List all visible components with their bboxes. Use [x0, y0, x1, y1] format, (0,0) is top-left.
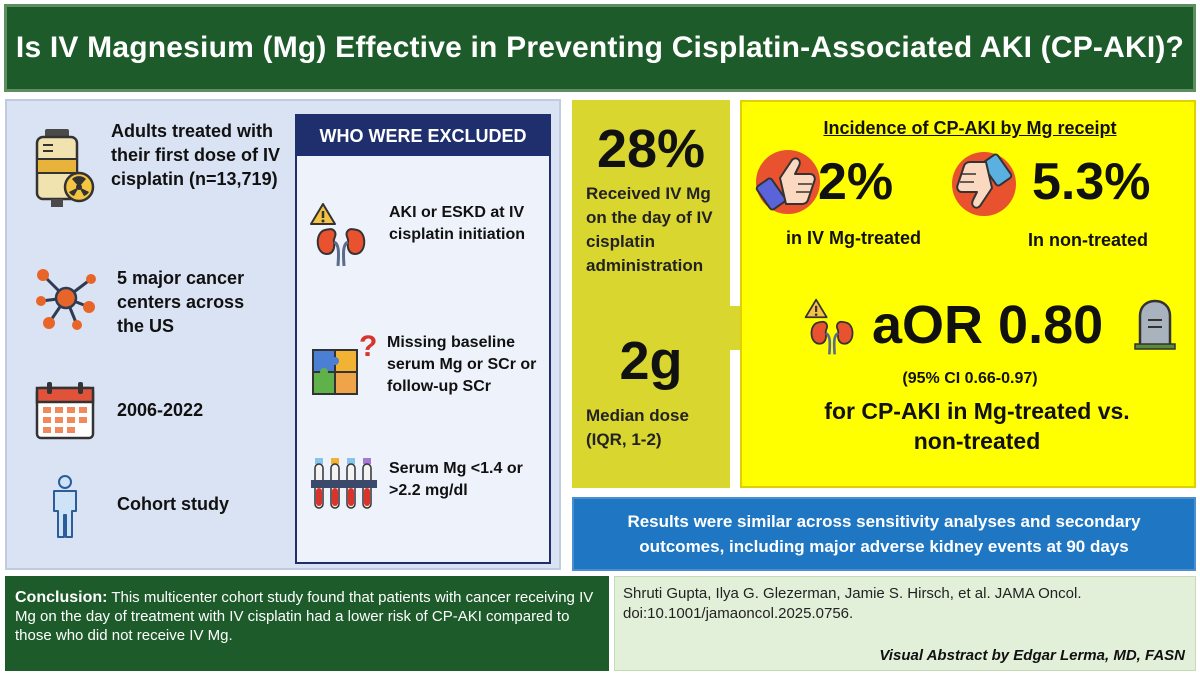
calendar-icon: [35, 382, 95, 440]
untreated-label: In non-treated: [1028, 230, 1148, 250]
kidney-warning-icon: [310, 203, 366, 267]
credit-text: Visual Abstract by Edgar Lerma, MD, FASN: [879, 647, 1185, 664]
received-text: Received IV Mg on the day of IV cisplati…: [586, 184, 713, 275]
title-bar: Is IV Magnesium (Mg) Effective in Preven…: [4, 4, 1196, 92]
confidence-interval: (95% CI 0.66-0.97): [902, 370, 1038, 387]
untreated-value: 5.3%: [1032, 153, 1151, 211]
excluded-item-text: Missing baseline serum Mg or SCr or foll…: [387, 334, 537, 395]
conclusion-box: Conclusion: This multicenter cohort stud…: [5, 576, 609, 671]
median-dose: 2g: [619, 331, 683, 391]
conclusion-label: Conclusion:: [15, 589, 108, 606]
excluded-item-text: Serum Mg <1.4 or >2.2 mg/dl: [389, 460, 523, 499]
kidney-warning-icon: [804, 298, 854, 355]
page-title: Is IV Magnesium (Mg) Effective in Preven…: [15, 31, 1185, 64]
tombstone-icon: [1134, 299, 1176, 350]
mg-receipt-panel: 28% Received IV Mg on the day of IV cisp…: [572, 100, 730, 488]
person-icon: [53, 475, 77, 538]
results-panel: Incidence of CP-AKI by Mg receipt 2% in …: [740, 100, 1196, 488]
svg-text:?: ?: [359, 330, 377, 363]
excluded-box: WHO WERE EXCLUDED AKI or ESKD at IV cisp…: [295, 114, 551, 564]
thumbs-up-icon: [755, 150, 820, 214]
received-percent: 28%: [596, 119, 706, 179]
network-icon: [36, 269, 96, 330]
treated-label: in IV Mg-treated: [786, 228, 922, 248]
treated-value: 2%: [818, 153, 894, 211]
population-item-text: 5 major cancer centers across the US: [117, 268, 245, 336]
incidence-title: Incidence of CP-AKI by Mg receipt: [823, 118, 1117, 138]
citation-text: Shruti Gupta, Ilya G. Glezerman, Jamie S…: [623, 585, 1082, 622]
excluded-item-text: AKI or ESKD at IV cisplatin initiation: [389, 204, 526, 243]
population-item-text: Cohort study: [117, 494, 229, 514]
citation-box: Shruti Gupta, Ilya G. Glezerman, Jamie S…: [614, 576, 1196, 671]
puzzle-icon: ?: [312, 330, 377, 395]
secondary-results-text: Results were similar across sensitivity …: [627, 512, 1141, 556]
thumbs-down-icon: [952, 152, 1016, 216]
population-item-text: 2006-2022: [117, 400, 204, 420]
excluded-header: WHO WERE EXCLUDED: [297, 116, 549, 156]
population-item-text: Adults treated with their first dose of …: [111, 121, 281, 189]
aor-value: aOR 0.80: [872, 295, 1104, 355]
aor-description: for CP-AKI in Mg-treated vs. non-treated: [824, 398, 1130, 454]
secondary-results-banner: Results were similar across sensitivity …: [572, 497, 1196, 571]
median-dose-text: Median dose (IQR, 1-2): [586, 406, 689, 449]
iv-bag-icon: [35, 129, 95, 207]
test-tubes-icon: [311, 458, 377, 509]
conclusion-text: This multicenter cohort study found that…: [15, 589, 594, 644]
